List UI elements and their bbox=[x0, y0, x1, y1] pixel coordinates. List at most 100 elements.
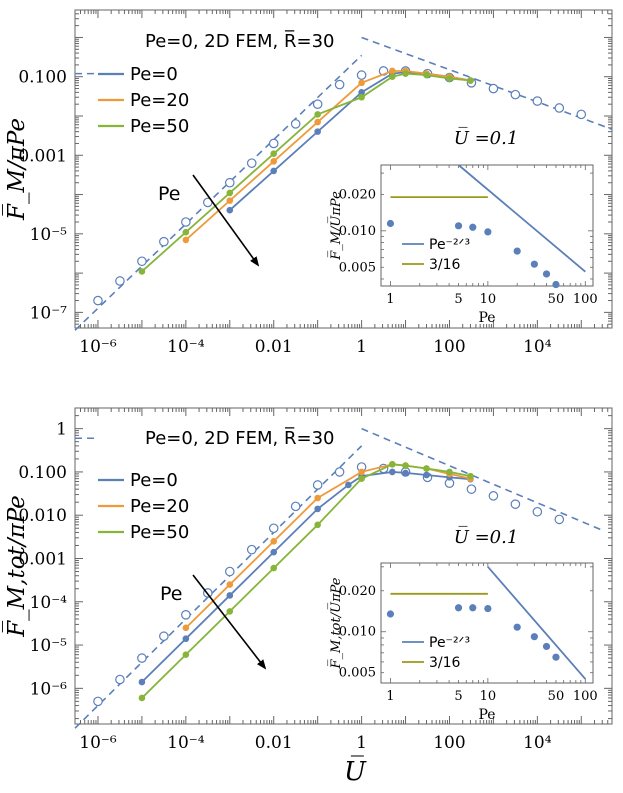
series-point bbox=[358, 475, 365, 482]
inset-x-tick-label: 100 bbox=[573, 689, 598, 704]
reference-dashed-line bbox=[361, 427, 603, 531]
series-point bbox=[423, 465, 430, 472]
fem-point bbox=[224, 566, 235, 577]
series-point bbox=[226, 581, 234, 588]
legend-label: Pe=50 bbox=[130, 116, 189, 137]
fem-point bbox=[554, 514, 565, 525]
series-point bbox=[314, 118, 321, 126]
top-panel: 10⁻⁶ 10⁻⁴ 0.01 1 100 10⁴ 10⁻⁷ 10⁻⁵ 0.001 0.100 F̅_… bbox=[3, 9, 613, 357]
inset-x-tick-label: 1 bbox=[386, 689, 394, 704]
series-point bbox=[226, 592, 234, 599]
fem-point bbox=[290, 119, 301, 129]
x-tick-label: 10⁻⁶ bbox=[79, 733, 117, 753]
series-point bbox=[467, 472, 474, 480]
pe-arrow-label: Pe bbox=[158, 183, 180, 205]
pe-arrow bbox=[192, 174, 260, 267]
inset-legend-label: 3/16 bbox=[429, 655, 461, 671]
fem-point bbox=[268, 138, 279, 149]
fem-point bbox=[312, 480, 323, 490]
inset-legend-label: Pe⁻²ᐟ³ bbox=[429, 635, 470, 651]
x-tick-label: 1 bbox=[356, 733, 367, 753]
series-point bbox=[345, 481, 352, 489]
inset-point bbox=[542, 270, 551, 278]
x-axis-title: U̅ bbox=[344, 755, 367, 787]
series-line-Pe=0 bbox=[141, 471, 471, 683]
fem-point bbox=[159, 631, 169, 642]
series-point bbox=[389, 468, 396, 476]
series-point bbox=[358, 79, 365, 87]
x-tick-label: 0.01 bbox=[255, 733, 293, 753]
series-point bbox=[226, 206, 234, 214]
series-point bbox=[270, 158, 278, 165]
inset-x-tick-label: 5 bbox=[454, 689, 462, 704]
series-line-Pe=20 bbox=[185, 463, 471, 629]
fem-point bbox=[488, 491, 499, 501]
fem-point bbox=[159, 236, 169, 247]
plot-frame bbox=[74, 407, 613, 725]
inset-point bbox=[542, 642, 551, 651]
inset-point bbox=[513, 247, 521, 255]
x-tick-label: 0.01 bbox=[255, 337, 293, 357]
series-point bbox=[138, 678, 146, 686]
y-tick-label: 0.100 bbox=[18, 463, 67, 483]
fem-point bbox=[334, 467, 345, 477]
series-point bbox=[402, 469, 409, 477]
x-tick-label: 100 bbox=[433, 733, 465, 753]
y-tick-label: 1 bbox=[56, 420, 67, 440]
inset-point bbox=[530, 260, 538, 268]
x-tick-label: 10⁻⁶ bbox=[79, 337, 117, 357]
series-point bbox=[389, 461, 396, 468]
inset-x-tick-label: 10 bbox=[480, 292, 497, 307]
x-tick-label: 1 bbox=[356, 337, 367, 357]
series-point bbox=[314, 505, 321, 513]
fem-point bbox=[510, 89, 521, 100]
inset-point bbox=[484, 228, 492, 236]
inset-legend-label: 3/16 bbox=[429, 257, 461, 273]
fem-point bbox=[334, 79, 345, 90]
x-tick-label: 10⁻⁴ bbox=[167, 337, 205, 357]
y-tick-label: 0.001 bbox=[18, 146, 67, 166]
series-point bbox=[358, 468, 365, 476]
x-tick-label: 10⁴ bbox=[523, 733, 552, 753]
fem-point bbox=[554, 103, 565, 113]
y-tick-label: 10⁻⁵ bbox=[30, 225, 68, 245]
x-tick-label: 10⁴ bbox=[523, 337, 552, 357]
x-tick-label: 100 bbox=[433, 337, 465, 357]
fem-point bbox=[137, 653, 147, 663]
inset-x-axis-title: Pe bbox=[478, 310, 495, 326]
inset-frame bbox=[380, 164, 594, 287]
y-tick-label: 10⁻⁶ bbox=[30, 679, 68, 699]
fem-point bbox=[181, 217, 191, 227]
series-point bbox=[226, 608, 234, 615]
series-point bbox=[270, 150, 278, 157]
inset-x-tick-label: 1 bbox=[386, 292, 394, 307]
series-point bbox=[314, 521, 321, 529]
inset-power-law-line bbox=[457, 164, 586, 273]
series-point bbox=[402, 462, 409, 469]
fem-point bbox=[532, 96, 543, 106]
inset-point bbox=[552, 653, 560, 661]
fem-point bbox=[115, 674, 125, 685]
inset-y-tick-label: 0.020 bbox=[339, 584, 376, 599]
fem-point bbox=[246, 544, 257, 555]
inset-point bbox=[469, 223, 477, 231]
inset-x-tick-label: 50 bbox=[548, 292, 565, 307]
fem-point bbox=[115, 276, 125, 286]
series-point bbox=[314, 128, 321, 135]
y-tick-label: 0.001 bbox=[18, 549, 67, 569]
inset-frame bbox=[380, 562, 594, 684]
bottom-panel: 10⁻⁶ 10⁻⁴ 0.01 1 100 10⁴ 10⁻⁶ 10⁻⁵ 10⁻⁴ 0.001 0.01… bbox=[3, 407, 613, 753]
series-line-Pe=20 bbox=[185, 70, 471, 241]
x-tick-label: 10⁻⁴ bbox=[167, 733, 205, 753]
plot-frame bbox=[74, 9, 613, 329]
fem-legend-label: Pe=0, 2D FEM, R̅=30 bbox=[145, 30, 335, 52]
y-tick-label: 10⁻⁴ bbox=[30, 593, 68, 613]
inset-point bbox=[530, 633, 538, 641]
fem-point bbox=[268, 523, 279, 534]
fem-legend-label: Pe=0, 2D FEM, R̅=30 bbox=[145, 427, 335, 449]
series-point bbox=[226, 197, 234, 204]
series-point bbox=[270, 167, 278, 175]
series-point bbox=[358, 93, 365, 101]
inset-legend-label: Pe⁻²ᐟ³ bbox=[429, 237, 470, 253]
fem-point bbox=[488, 83, 499, 94]
